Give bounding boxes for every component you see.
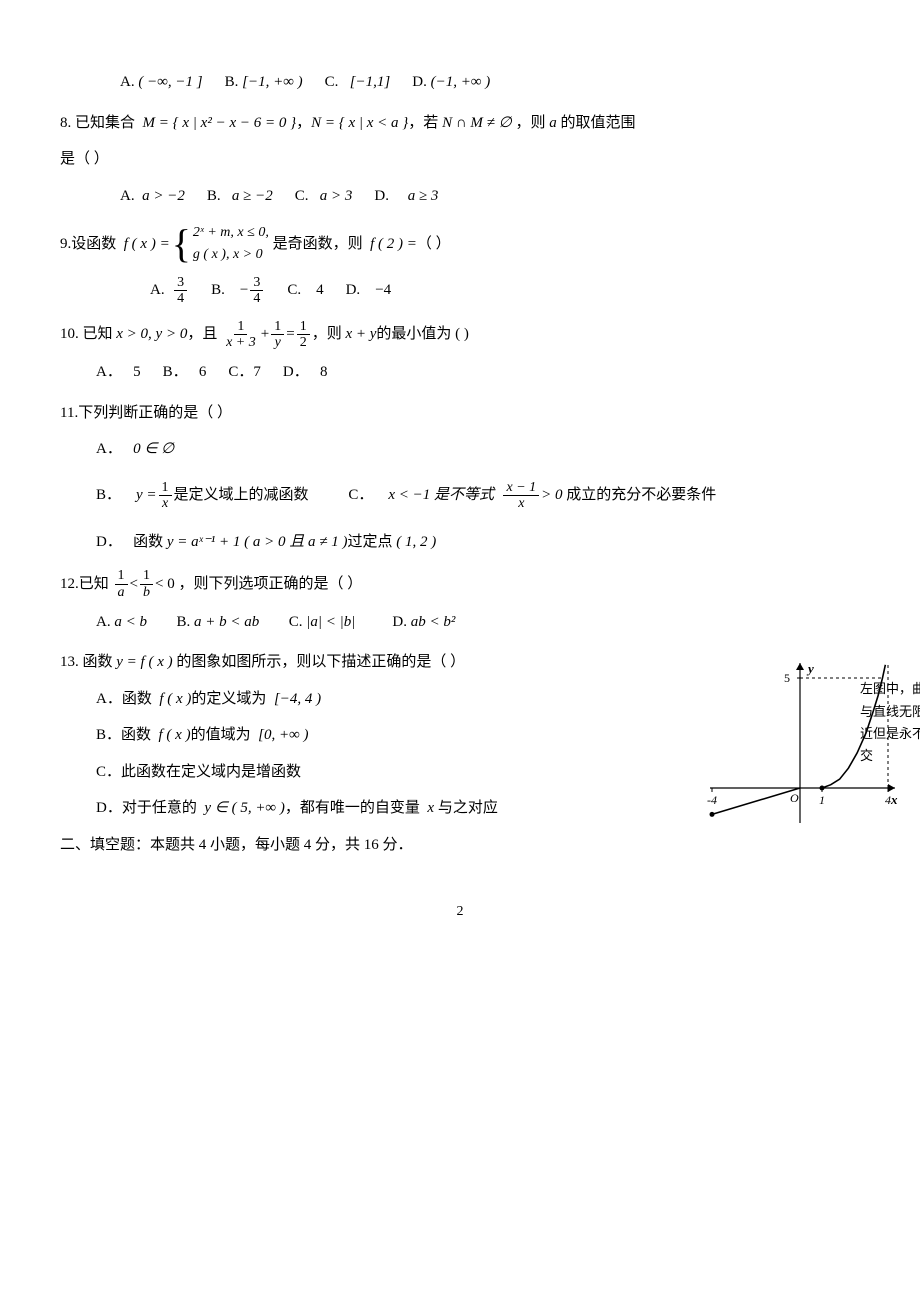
svg-text:y: y — [806, 661, 814, 676]
q9-opt-b: B. − 34 — [211, 275, 265, 307]
q9-stem1: 设函数 — [71, 230, 116, 259]
svg-text:x: x — [890, 792, 898, 807]
q7-opt-a: A. ( −∞, −1 ] — [120, 68, 203, 97]
q10-options: A． 5 B． 6 C．7 D． 8 — [96, 358, 860, 387]
q9-cases: 2ˣ + m, x ≤ 0, g ( x ), x > 0 — [193, 222, 269, 267]
lt0: < 0 — [155, 570, 175, 599]
q8-num: 8. — [60, 109, 71, 138]
q12-opt-a: A. a < b — [96, 608, 147, 637]
q10-stem4: 的最小值为 — [376, 320, 451, 349]
q11-opt-a: A． 0 ∈ ∅ — [96, 435, 860, 464]
q8-opt-a: A. a > −2 — [120, 182, 185, 211]
q8-tail: 的取值范围 — [560, 109, 635, 138]
q8-c1: ， — [296, 109, 311, 138]
q7-options: A. ( −∞, −1 ] B. [−1, +∞ ) C. [−1,1] D. … — [120, 68, 860, 97]
q11-num: 11. — [60, 399, 78, 428]
q10-opt-c: C．7 — [228, 358, 261, 387]
q10-stem3: ，则 — [312, 320, 342, 349]
q9-opt-c: C. 4 — [287, 276, 323, 305]
q10-opt-d: D． 8 — [283, 358, 328, 387]
q7-opt-b: B. [−1, +∞ ) — [225, 68, 303, 97]
q9-opt-d: D. −4 — [346, 276, 392, 305]
q12-opt-b: B. a + b < ab — [176, 608, 259, 637]
q8: 8. 已知集合 M = { x | x² − x − 6 = 0 } ， N =… — [60, 109, 860, 211]
q10-stem2: ，且 — [187, 320, 217, 349]
q7-opt-d: D. (−1, +∞ ) — [412, 68, 490, 97]
q11: 11. 下列判断正确的是（ ） A． 0 ∈ ∅ B． y = 1x 是定义域上… — [60, 399, 860, 556]
q12-stem1: 已知 — [79, 570, 109, 599]
q8-opt-b: B. a ≥ −2 — [207, 182, 273, 211]
q8-cond: N ∩ M ≠ ∅ — [442, 109, 512, 138]
lt-icon: < — [130, 570, 138, 599]
q12-opt-d: D. ab < b² — [392, 608, 455, 637]
q10-f3: 12 — [297, 319, 310, 351]
q8-options: A. a > −2 B. a ≥ −2 C. a > 3 D. a ≥ 3 — [120, 182, 860, 211]
q8-opt-d: D. a ≥ 3 — [374, 182, 438, 211]
svg-text:1: 1 — [819, 793, 825, 807]
q7-opt-c: C. [−1,1] — [325, 68, 391, 97]
q8-a: a — [549, 109, 557, 138]
q8-setN: N = { x | x < a } — [311, 109, 408, 138]
q11-stem: 下列判断正确的是（ ） — [78, 399, 232, 428]
q11-opt-b: B． y = 1x 是定义域上的减函数 — [96, 480, 309, 512]
svg-text:-4: -4 — [707, 793, 717, 807]
q10-expr: x + y — [345, 320, 376, 349]
q13-stem1: 函数 — [83, 648, 113, 677]
q12-num: 12. — [60, 570, 79, 599]
eq-icon: = — [286, 320, 294, 349]
q8-opt-c: C. a > 3 — [295, 182, 353, 211]
q8-line2: 是（ ） — [60, 145, 860, 174]
q13-stem2: 的图象如图所示，则以下描述正确的是（ ） — [176, 648, 465, 677]
q11-opt-d: D． 函数 y = aˣ⁻¹ + 1 ( a > 0 且 a ≠ 1 ) 过定点… — [96, 528, 860, 557]
q12-options: A. a < b B. a + b < ab C. |a| < |b| D. a… — [96, 608, 860, 637]
q9-f2: f ( 2 ) = — [370, 230, 417, 259]
q10-cond: x > 0, y > 0 — [116, 320, 187, 349]
q9-paren: （ ） — [417, 230, 451, 259]
q8-c2: ，若 — [408, 109, 438, 138]
plus-icon: + — [261, 320, 269, 349]
q12-opt-c: C. |a| < |b| — [289, 608, 356, 637]
q11-opt-c: C． x < −1 是不等式 x − 1x > 0 成立的充分不必要条件 — [348, 480, 716, 512]
q13-side-note: 左图中，曲线与直线无限接近但是永不相交 — [860, 678, 920, 766]
q9-opt-a: A. 34 — [150, 275, 189, 307]
q12-stem2: ，则下列选项正确的是（ ） — [178, 570, 362, 599]
q10-opt-b: B． 6 — [163, 358, 207, 387]
q13: 13. 函数 y = f ( x ) 的图象如图所示，则以下描述正确的是（ ） … — [60, 648, 860, 823]
q10-opt-a: A． 5 — [96, 358, 141, 387]
q8-c3: ，则 — [515, 109, 545, 138]
q12: 12. 已知 1a < 1b < 0 ，则下列选项正确的是（ ） A. a < … — [60, 568, 860, 636]
q10-stem1: 已知 — [83, 320, 113, 349]
page-number: 2 — [60, 899, 860, 926]
q10-f1: 1x + 3 — [223, 319, 259, 351]
q8-setM: M = { x | x² − x − 6 = 0 } — [143, 109, 297, 138]
q13-num: 13. — [60, 648, 79, 677]
q10-f2: 1y — [271, 319, 284, 351]
q9-stem2: 是奇函数，则 — [273, 230, 363, 259]
q10: 10. 已知 x > 0, y > 0 ，且 1x + 3 + 1y = 12 … — [60, 319, 860, 387]
q10-paren: ( ) — [455, 320, 469, 349]
svg-text:O: O — [790, 791, 799, 805]
q9-fx: f ( x ) = — [124, 230, 170, 259]
q9-num: 9. — [60, 230, 71, 259]
q13-fx: y = f ( x ) — [116, 648, 172, 677]
q9-case1: 2ˣ + m, x ≤ 0, — [193, 222, 269, 244]
svg-text:5: 5 — [784, 671, 790, 685]
q9-case2: g ( x ), x > 0 — [193, 244, 269, 266]
q9-options: A. 34 B. − 34 C. 4 D. −4 — [150, 275, 860, 307]
q10-num: 10. — [60, 320, 79, 349]
q9: 9. 设函数 f ( x ) = { 2ˣ + m, x ≤ 0, g ( x … — [60, 222, 860, 307]
q8-stem-1: 已知集合 — [75, 109, 135, 138]
